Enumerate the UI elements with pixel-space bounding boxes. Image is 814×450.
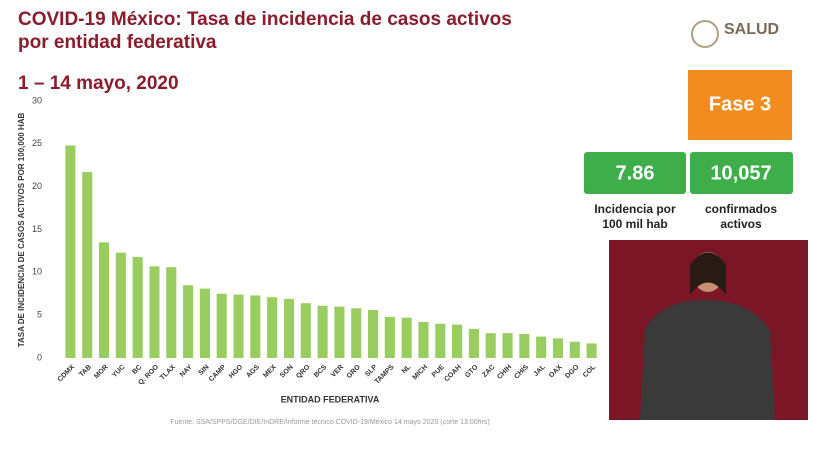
x-tick-label: QRO [295,363,312,380]
x-tick-label: GRO [346,363,363,380]
x-tick-label: CHIH [496,364,513,381]
bar [199,288,210,358]
bar [82,172,93,358]
bar [267,297,278,358]
bar [317,305,328,358]
x-tick-label: MICH [412,364,430,382]
x-tick-label: VER [330,364,345,379]
x-tick-label: HGO [228,363,245,380]
bar [468,328,479,358]
source: Fuente: SSA/SPPS/DGE/DIE/InDRE/Informe t… [170,419,489,426]
x-tick-label: NAY [179,364,194,379]
bar [519,334,530,358]
x-tick-label: SIN [197,364,210,377]
phase-box [688,70,792,140]
y-tick-label: 25 [32,138,42,148]
x-tick-label: GTO [464,363,480,379]
x-tick-label: COAH [443,364,463,384]
y-tick-label: 20 [32,181,42,191]
bar [300,303,311,358]
phase: Fase 3 [709,93,771,115]
x-tick-label: SON [279,364,295,380]
stat-label: Incidencia por 100 mil hab [594,202,676,231]
y-tick-label: 15 [32,224,42,234]
bar [502,333,513,358]
x-tick-label: DGO [564,363,581,380]
y-axis-label: TASA DE INCIDENCIA DE CASOS ACTIVOS POR … [17,112,26,347]
bar [569,341,580,358]
x-tick-label: COL [582,363,598,379]
x-tick-label: CHIS [513,364,530,381]
y-tick-label: 0 [37,352,42,362]
bar [435,323,446,358]
bar [149,266,160,358]
bar [586,343,597,358]
x-tick-label: AGS [245,364,261,380]
stat-value: 7.86 [616,162,655,184]
stat-box [690,152,793,194]
y-tick-label: 30 [32,95,42,105]
bar [536,336,547,358]
bar [250,295,261,358]
bar [418,322,429,358]
x-tick-label: MOR [93,364,110,381]
chart-subtitle: 1 – 14 mayo, 2020 [18,73,179,94]
bar [351,308,362,358]
bar [384,316,395,358]
stat-box [584,152,686,194]
bar [401,317,412,358]
x-tick-label: CAMP [208,364,228,384]
x-tick-label: MEX [262,364,278,380]
x-axis-label: ENTIDAD FEDERATIVA [281,394,380,404]
bar [166,267,177,358]
y-tick-label: 5 [37,310,42,320]
x-tick-label: JAL [533,363,548,378]
bar [452,324,463,358]
x-tick-label: NL [401,363,413,375]
bar [98,242,110,358]
x-tick-label: YUC [111,364,126,379]
chart-title: COVID-19 México: Tasa de incidencia de c… [18,9,512,53]
bar [132,256,143,358]
logo: SALUD [724,21,779,38]
x-tick-label: OAX [548,364,564,380]
y-tick-label: 10 [32,267,42,277]
x-tick-label: BC [131,364,143,376]
x-tick-label: CDMX [57,364,77,384]
bar [367,310,379,358]
x-tick-label: TAB [78,364,93,379]
bar [552,338,564,358]
bar [283,298,295,358]
bar [65,145,76,358]
x-tick-label: ZAC [481,364,496,379]
bar [334,306,345,358]
x-tick-label: SLP [364,364,379,379]
logo-emblem [691,20,719,48]
stat-label: confirmados activos [705,202,777,231]
bar [115,252,126,358]
video-feed [609,240,808,420]
bar [183,285,194,358]
bar [485,333,496,358]
bar [233,294,244,358]
bar [216,293,227,358]
x-tick-label: BCS [313,364,329,380]
x-tick-label: TAMPS [374,364,396,386]
x-tick-label: TLAX [159,364,177,382]
stat-value: 10,057 [710,162,771,184]
